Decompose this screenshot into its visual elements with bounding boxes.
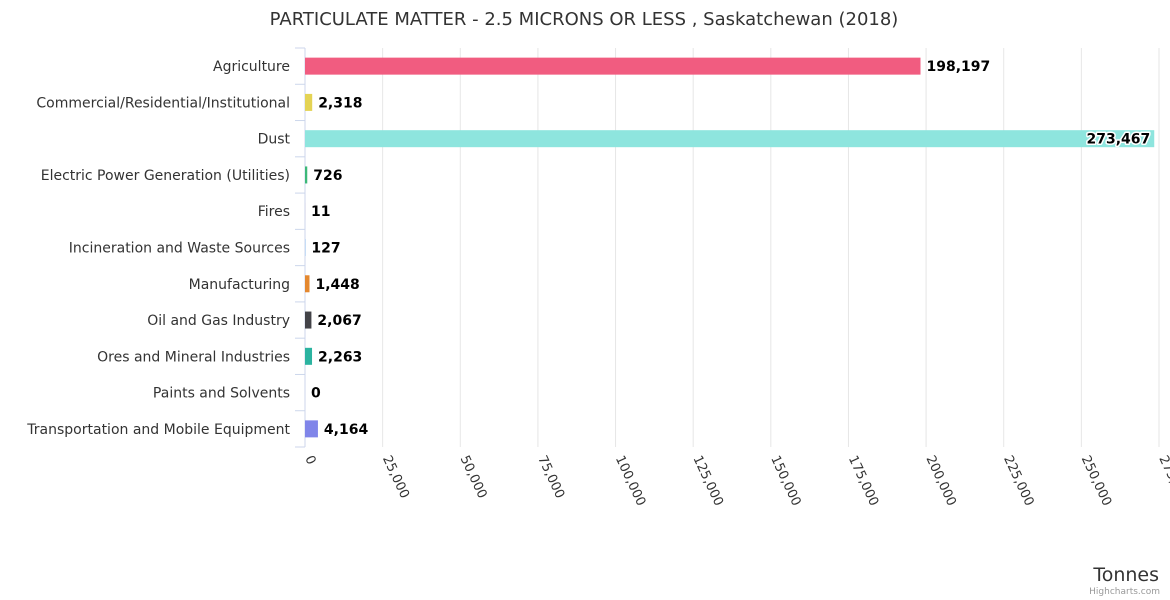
bars: 198,197 2,318 273,467 726 11 127 1,448 2,067 2,2… <box>305 57 1155 439</box>
data-label-fires: 11 <box>311 204 330 220</box>
bar-manufacturing[interactable] <box>305 275 310 293</box>
chart-title: PARTICULATE MATTER - 2.5 MICRONS OR LESS… <box>270 9 899 30</box>
x-tick-label: 175,000 <box>845 453 881 508</box>
x-tick-label: 250,000 <box>1078 453 1114 508</box>
category-label-commercial-residential-institutional: Commercial/Residential/Institutional <box>36 95 290 111</box>
category-label-dust: Dust <box>258 132 291 148</box>
credits-link[interactable]: Highcharts.com <box>1089 587 1160 597</box>
x-tick-label: 75,000 <box>534 453 567 501</box>
category-label-ores-and-mineral-industries: Ores and Mineral Industries <box>97 349 290 365</box>
bar-agriculture[interactable] <box>305 57 921 75</box>
data-label-paints-and-solvents: 0 <box>311 386 321 402</box>
category-labels: Agriculture Commercial/Residential/Instit… <box>26 59 290 438</box>
data-label-incineration-and-waste-sources: 127 <box>311 241 340 257</box>
x-axis-title: Tonnes <box>1092 564 1159 586</box>
bar-commercial-residential-institutional[interactable] <box>305 93 313 111</box>
category-label-incineration-and-waste-sources: Incineration and Waste Sources <box>69 241 290 257</box>
data-label-transportation-and-mobile-equipment: 4,164 <box>324 422 369 438</box>
data-label-commercial-residential-institutional: 2,318 <box>318 95 362 111</box>
x-tick-label: 50,000 <box>457 453 490 501</box>
x-axis-ticks: 0 25,000 50,000 75,000 100,000 125,000 150,000… <box>301 453 1170 508</box>
x-tick-label: 100,000 <box>612 453 648 508</box>
data-label-manufacturing: 1,448 <box>315 277 359 293</box>
data-label-agriculture: 198,197 <box>926 59 990 75</box>
data-label-electric-power-generation-utilities: 726 <box>313 168 342 184</box>
x-tick-label: 200,000 <box>922 453 958 508</box>
bar-dust[interactable] <box>305 130 1155 148</box>
x-tick-label: 25,000 <box>379 453 412 501</box>
category-label-agriculture: Agriculture <box>213 59 290 75</box>
x-tick-label: 150,000 <box>767 453 803 508</box>
bar-oil-and-gas-industry[interactable] <box>305 311 312 329</box>
data-label-ores-and-mineral-industries: 2,263 <box>318 349 362 365</box>
category-label-electric-power-generation-utilities: Electric Power Generation (Utilities) <box>41 168 290 184</box>
category-label-paints-and-solvents: Paints and Solvents <box>153 386 290 402</box>
x-tick-label: 0 <box>301 453 318 467</box>
bar-transportation-and-mobile-equipment[interactable] <box>305 420 318 438</box>
grid-lines <box>295 47 1160 448</box>
category-label-manufacturing: Manufacturing <box>189 277 290 293</box>
x-tick-label: 275,000 <box>1155 453 1170 508</box>
category-label-oil-and-gas-industry: Oil and Gas Industry <box>147 313 290 329</box>
x-tick-label: 125,000 <box>690 453 726 508</box>
bar-ores-and-mineral-industries[interactable] <box>305 347 313 365</box>
bar-electric-power-generation-utilities[interactable] <box>305 166 308 184</box>
x-tick-label: 225,000 <box>1000 453 1036 508</box>
data-label-oil-and-gas-industry: 2,067 <box>317 313 361 329</box>
category-label-fires: Fires <box>258 204 290 220</box>
category-label-transportation-and-mobile-equipment: Transportation and Mobile Equipment <box>26 422 290 438</box>
data-label-dust: 273,467 <box>1086 132 1150 148</box>
